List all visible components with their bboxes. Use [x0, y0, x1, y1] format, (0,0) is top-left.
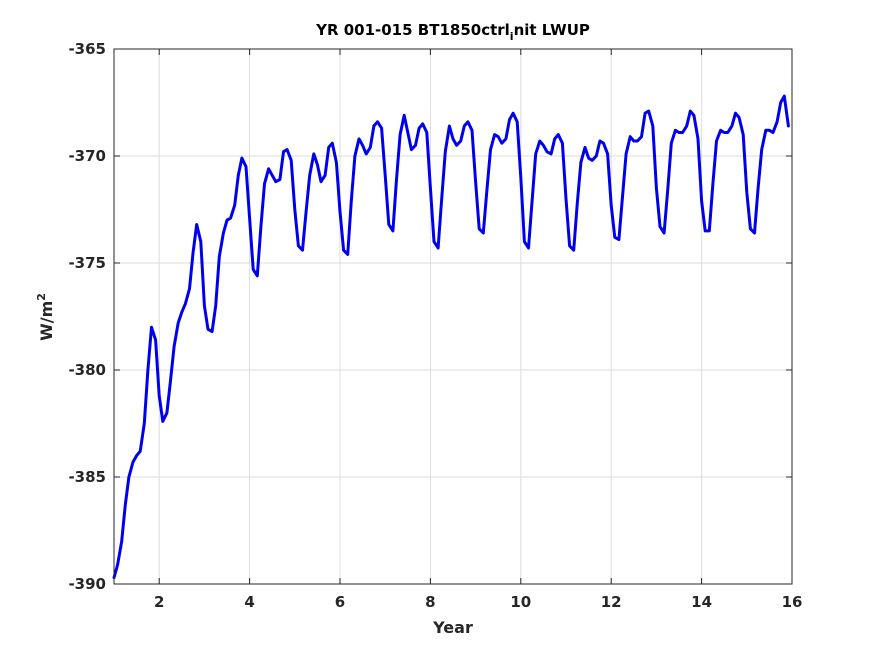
chart-title-main: YR 001-015 BT1850ctrl	[315, 21, 510, 39]
chart-title: YR 001-015 BT1850ctrlinit LWUP	[315, 21, 590, 43]
series-group	[112, 94, 790, 580]
x-tick-labels: 2 4 6 8 10 12 14 16	[154, 593, 802, 611]
chart-title-subscript: i	[510, 30, 514, 43]
y-tick-label: -370	[68, 147, 106, 165]
axes-box	[113, 48, 793, 585]
y-axis-title-base: W/m	[37, 301, 56, 341]
x-tick-label: 14	[691, 593, 712, 611]
y-axis-title: W/m2	[35, 293, 56, 341]
y-axis-title-superscript: 2	[35, 293, 48, 301]
y-tick-label: -385	[68, 468, 106, 486]
x-tick-label: 16	[782, 593, 803, 611]
y-tick-label: -380	[68, 361, 106, 379]
y-tick-label: -390	[68, 575, 106, 593]
y-tick-label: -365	[68, 40, 106, 58]
x-tick-label: 12	[601, 593, 622, 611]
x-tick-label: 8	[425, 593, 435, 611]
y-tick-label: -375	[68, 254, 106, 272]
series-line	[112, 94, 790, 580]
x-axis-title: Year	[432, 618, 473, 637]
tick-group	[114, 48, 793, 585]
x-tick-label: 2	[154, 593, 164, 611]
x-tick-label: 4	[244, 593, 254, 611]
chart-title-rest: nit LWUP	[514, 21, 590, 39]
y-tick-labels: -390 -385 -380 -375 -370 -365	[68, 40, 106, 593]
x-tick-label: 10	[510, 593, 531, 611]
x-tick-label: 6	[335, 593, 345, 611]
